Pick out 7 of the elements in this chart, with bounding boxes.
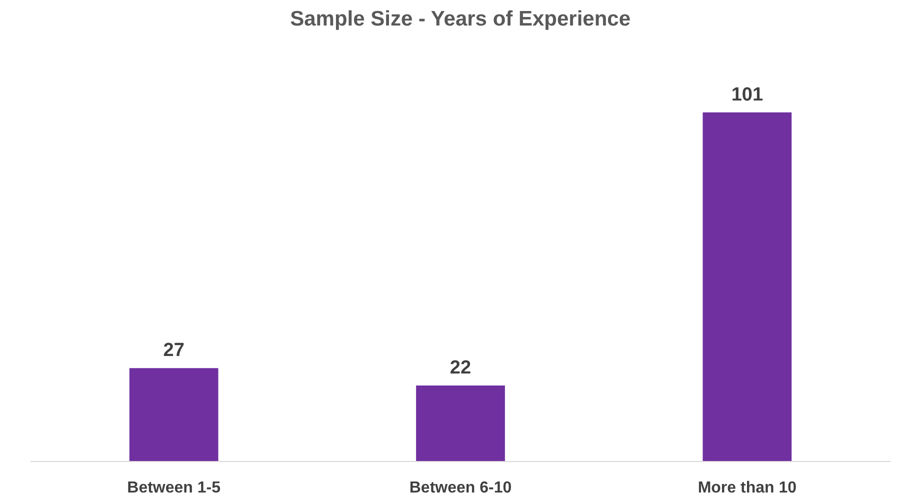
data-label: 27 (163, 340, 184, 362)
x-tick-label: Between 1-5 (127, 480, 221, 496)
data-label: 22 (450, 357, 472, 378)
x-tick-label: Between 6-10 (409, 480, 512, 496)
x-tick-label: More than 10 (698, 480, 797, 496)
chart-title: Sample Size - Years of Experience (290, 8, 631, 30)
data-label: 101 (731, 84, 764, 106)
